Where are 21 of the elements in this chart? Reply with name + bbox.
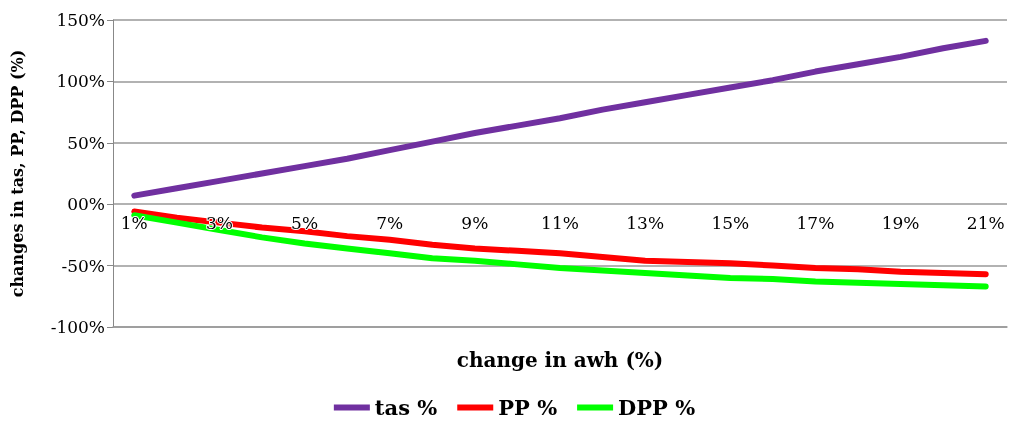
x-axis-title: change in awh (%) — [456, 348, 664, 372]
y-axis-title: changes in tas, PP, DPP (%) — [7, 49, 27, 298]
x-tick-label: 11% — [541, 212, 579, 233]
x-tick-label: 17% — [796, 212, 835, 233]
x-tick-label: 21% — [966, 212, 1005, 233]
x-tick-label: 7% — [376, 212, 404, 233]
x-tick-label: 1% — [120, 212, 148, 233]
x-tick-label: 13% — [626, 212, 665, 233]
legend-label: tas % — [374, 395, 438, 420]
y-tick-label: 50% — [67, 132, 105, 153]
legend-label: DPP % — [618, 395, 696, 420]
x-tick-label: 5% — [291, 212, 319, 233]
legend-label: PP % — [498, 395, 558, 420]
y-tick-label: -100% — [50, 317, 105, 337]
y-tick-label: 150% — [56, 10, 105, 30]
x-tick-label: 9% — [461, 212, 489, 233]
y-tick-label: 00% — [67, 194, 105, 215]
y-tick-label: -50% — [61, 255, 105, 276]
x-tick-label: 19% — [881, 212, 920, 233]
y-tick-label: 100% — [56, 71, 105, 92]
x-tick-label: 15% — [711, 212, 750, 233]
